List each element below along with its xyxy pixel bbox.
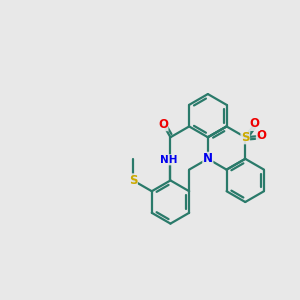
Text: O: O (250, 117, 260, 130)
Text: S: S (241, 131, 250, 144)
Text: N: N (203, 152, 213, 165)
Text: O: O (158, 118, 168, 131)
Text: S: S (129, 174, 137, 187)
Text: O: O (256, 129, 266, 142)
Text: NH: NH (160, 155, 177, 165)
